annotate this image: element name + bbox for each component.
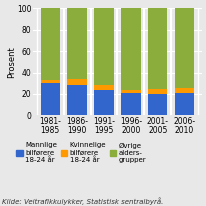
Bar bbox=[175, 8, 194, 88]
Bar bbox=[94, 90, 114, 115]
Bar bbox=[148, 94, 167, 115]
Bar bbox=[175, 93, 194, 115]
Bar bbox=[148, 8, 167, 89]
Bar bbox=[94, 85, 114, 90]
Bar bbox=[41, 83, 60, 115]
Legend: Mannlige
bilførere
18-24 år, Kvinnelige
bilførere
18-24 år, Øvrige
alders-
grupp: Mannlige bilførere 18-24 år, Kvinnelige … bbox=[16, 142, 146, 163]
Bar bbox=[121, 93, 140, 115]
Bar bbox=[175, 88, 194, 93]
Y-axis label: Prosent: Prosent bbox=[7, 46, 16, 78]
Bar bbox=[68, 79, 87, 85]
Bar bbox=[94, 8, 114, 85]
Bar bbox=[41, 80, 60, 83]
Bar bbox=[121, 90, 140, 93]
Bar bbox=[148, 89, 167, 94]
Bar bbox=[68, 85, 87, 115]
Text: Kilde: Veitrafikkulykker, Statistisk sentralbyrå.: Kilde: Veitrafikkulykker, Statistisk sen… bbox=[2, 197, 163, 205]
Bar bbox=[68, 8, 87, 79]
Bar bbox=[41, 8, 60, 80]
Bar bbox=[121, 8, 140, 90]
